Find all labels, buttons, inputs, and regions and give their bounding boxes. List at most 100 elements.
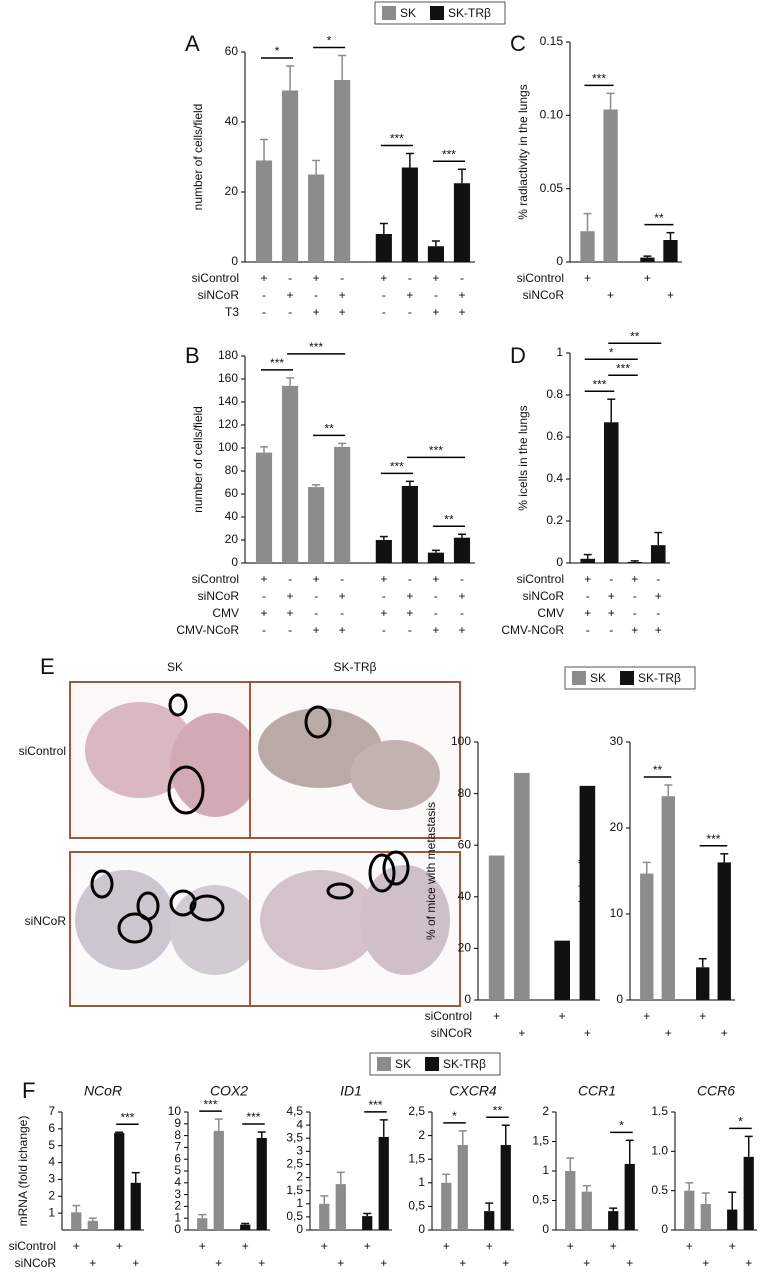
significance-label: *** bbox=[390, 460, 404, 474]
condition-mark: + bbox=[583, 1256, 590, 1270]
y-tick-label: 0 bbox=[174, 1222, 181, 1236]
bar bbox=[130, 1182, 141, 1230]
legend-swatch bbox=[377, 1057, 391, 1071]
chart-title: COX2 bbox=[210, 1083, 248, 1099]
bar bbox=[308, 487, 325, 563]
condition-mark: + bbox=[458, 623, 465, 637]
condition-mark: + bbox=[584, 606, 591, 620]
y-tick-label: 0,5 bbox=[286, 1209, 303, 1223]
significance-label: *** bbox=[390, 132, 404, 146]
y-tick-label: 0.8 bbox=[546, 387, 563, 401]
bar bbox=[213, 1130, 224, 1230]
y-tick-label: 0 bbox=[542, 1222, 549, 1236]
bar bbox=[197, 1218, 208, 1230]
y-tick-label: 1 bbox=[418, 1175, 425, 1189]
y-tick-label: 0 bbox=[418, 1222, 425, 1236]
bar bbox=[441, 1182, 452, 1230]
condition-mark: - bbox=[408, 305, 412, 319]
condition-mark: - bbox=[656, 606, 660, 620]
lesion-circle bbox=[117, 912, 153, 944]
bar bbox=[717, 862, 731, 1000]
y-axis-label: number of cells/field bbox=[191, 406, 205, 513]
lesion-circle bbox=[167, 765, 205, 815]
significance-label: * bbox=[275, 44, 280, 58]
condition-label: siControl bbox=[517, 271, 564, 285]
significance-label: *** bbox=[616, 361, 630, 375]
y-tick-label: 60 bbox=[225, 486, 239, 500]
condition-label: T3 bbox=[225, 305, 239, 319]
condition-mark: + bbox=[626, 1256, 633, 1270]
condition-mark: + bbox=[116, 1239, 123, 1253]
bar bbox=[427, 246, 445, 262]
condition-mark: - bbox=[262, 589, 266, 603]
bar bbox=[661, 796, 675, 1000]
y-tick-label: 120 bbox=[218, 417, 238, 431]
condition-mark: - bbox=[656, 572, 660, 586]
condition-mark: + bbox=[380, 572, 387, 586]
significance-label: *** bbox=[368, 1098, 382, 1112]
y-tick-label: 5 bbox=[48, 1138, 55, 1152]
y-tick-label: 2 bbox=[48, 1188, 55, 1202]
condition-mark: + bbox=[339, 288, 346, 302]
y-tick-label: 2 bbox=[542, 1104, 549, 1118]
y-tick-label: 1 bbox=[556, 345, 563, 359]
condition-mark: + bbox=[584, 1026, 591, 1040]
condition-mark: + bbox=[73, 1239, 80, 1253]
y-tick-label: 30 bbox=[610, 734, 624, 748]
bar bbox=[334, 80, 351, 262]
y-tick-label: 2 bbox=[418, 1128, 425, 1142]
y-axis-label: % of mice with metastasis bbox=[424, 802, 438, 940]
condition-mark: + bbox=[502, 1256, 509, 1270]
condition-mark: + bbox=[313, 305, 320, 319]
legend-swatch bbox=[425, 1057, 440, 1071]
condition-mark: + bbox=[313, 572, 320, 586]
y-tick-label: 140 bbox=[218, 394, 238, 408]
condition-mark: + bbox=[380, 606, 387, 620]
condition-label: CMV bbox=[212, 606, 239, 620]
bar bbox=[87, 1220, 98, 1230]
bar bbox=[427, 552, 445, 563]
legend-swatch bbox=[620, 671, 635, 685]
y-tick-label: 0.4 bbox=[546, 471, 563, 485]
condition-mark: - bbox=[408, 572, 412, 586]
condition-label: CMV-NCoR bbox=[501, 623, 564, 637]
column-label: SK-TRβ bbox=[334, 660, 377, 674]
condition-mark: + bbox=[584, 572, 591, 586]
condition-mark: + bbox=[567, 1239, 574, 1253]
significance-label: *** bbox=[309, 340, 323, 354]
bar bbox=[308, 174, 325, 262]
condition-label: CMV-NCoR bbox=[176, 623, 239, 637]
condition-label: siControl bbox=[9, 1239, 56, 1253]
y-tick-label: 80 bbox=[458, 786, 472, 800]
legend-label: SK bbox=[590, 671, 606, 685]
y-tick-label: 160 bbox=[218, 371, 238, 385]
condition-mark: - bbox=[288, 305, 292, 319]
condition-mark: + bbox=[493, 1009, 500, 1023]
y-tick-label: 0 bbox=[661, 1222, 668, 1236]
bar bbox=[554, 940, 570, 1000]
bar bbox=[484, 1211, 495, 1230]
significance-label: *** bbox=[429, 444, 443, 458]
y-tick-label: 0,5 bbox=[408, 1199, 425, 1213]
y-tick-label: 0.5 bbox=[651, 1183, 668, 1197]
condition-mark: + bbox=[607, 288, 614, 302]
y-tick-label: 40 bbox=[225, 509, 239, 523]
row-label: siControl bbox=[19, 744, 66, 758]
condition-mark: - bbox=[340, 271, 344, 285]
condition-mark: + bbox=[432, 623, 439, 637]
condition-mark: + bbox=[721, 1026, 728, 1040]
condition-mark: + bbox=[584, 271, 591, 285]
condition-mark: + bbox=[458, 288, 465, 302]
bar bbox=[488, 855, 505, 1000]
legend-label: SK-TRβ bbox=[638, 671, 681, 685]
condition-mark: + bbox=[132, 1256, 139, 1270]
y-tick-label: 7 bbox=[174, 1140, 181, 1154]
bar bbox=[255, 160, 273, 262]
y-tick-label: 6 bbox=[174, 1151, 181, 1165]
panel-letter: E bbox=[40, 654, 55, 679]
panel-letter: D bbox=[510, 343, 526, 368]
condition-mark: + bbox=[432, 572, 439, 586]
bar bbox=[624, 1163, 635, 1230]
condition-mark: + bbox=[287, 589, 294, 603]
condition-mark: - bbox=[382, 623, 386, 637]
